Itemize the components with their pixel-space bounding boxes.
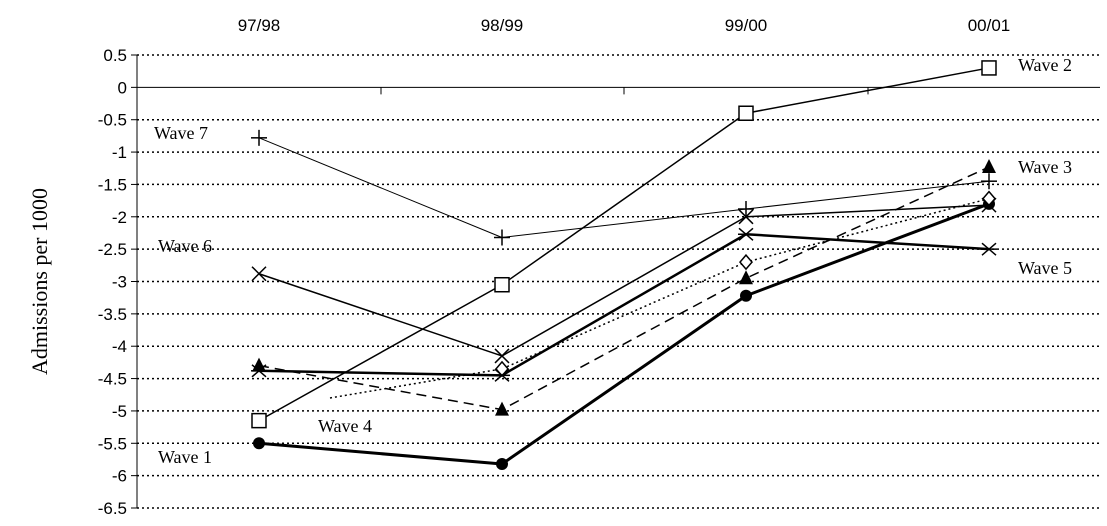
marker-wave-3 <box>252 357 266 372</box>
marker-wave-7 <box>494 229 510 246</box>
marker-wave-3 <box>495 401 509 416</box>
x-tick-label: 00/01 <box>968 16 1011 35</box>
series-lines <box>258 67 990 466</box>
marker-wave-7 <box>251 129 267 146</box>
annotation-wave-1: Wave 1 <box>158 447 212 467</box>
y-tick-label: 0.5 <box>103 46 127 65</box>
marker-wave-7 <box>981 173 997 190</box>
axes <box>131 54 1100 509</box>
y-axis-label: Admissions per 1000 <box>27 188 52 375</box>
annotation-wave-2: Wave 2 <box>1018 55 1072 75</box>
x-tick-label: 99/00 <box>725 16 768 35</box>
y-tick-label: -6 <box>112 467 127 486</box>
series-line-wave-1 <box>258 202 990 466</box>
y-tick-label: -0.5 <box>98 111 127 130</box>
y-tick-labels: 0.5 0 -0.5 -1 -1.5 -2 -2.5 -3 -3.5 -4 -4.5 -5 -5.5 -6… <box>98 46 127 518</box>
series-line-wave-5 <box>258 233 990 377</box>
marker-wave-1 <box>740 289 752 302</box>
series-markers <box>251 60 997 470</box>
y-tick-label: -5.5 <box>98 434 127 453</box>
series-line-wave-7 <box>258 137 990 238</box>
series-line-wave-4 <box>329 197 990 399</box>
marker-wave-1 <box>253 437 265 450</box>
x-tick-label: 98/99 <box>481 16 524 35</box>
x-tick-label: 97/98 <box>238 16 281 35</box>
annotation-wave-7: Wave 7 <box>154 123 208 143</box>
y-tick-label: 0 <box>118 78 127 97</box>
y-tick-label: -3 <box>112 273 127 292</box>
marker-wave-4 <box>739 253 753 271</box>
annotation-wave-3: Wave 3 <box>1018 157 1072 177</box>
grid-lines <box>137 54 1100 509</box>
marker-wave-5 <box>494 368 510 382</box>
annotation-wave-4: Wave 4 <box>318 416 372 436</box>
series-line-wave-6 <box>258 204 990 357</box>
marker-wave-5 <box>738 227 754 241</box>
marker-wave-2 <box>981 60 997 76</box>
marker-wave-2 <box>251 412 267 429</box>
marker-wave-2 <box>494 276 510 293</box>
marker-wave-6 <box>981 197 997 213</box>
annotations: Wave 1 Wave 2 Wave 3 Wave 4 Wave 5 Wave 6 Wave… <box>154 55 1072 467</box>
annotation-wave-6: Wave 6 <box>158 236 212 256</box>
annotation-wave-5: Wave 5 <box>1018 258 1072 278</box>
marker-wave-5 <box>981 242 997 256</box>
marker-wave-6 <box>251 266 267 282</box>
marker-wave-5 <box>251 364 267 378</box>
marker-wave-7 <box>738 201 754 218</box>
series-line-wave-2 <box>258 67 990 422</box>
series-line-wave-3 <box>258 166 990 411</box>
marker-wave-2 <box>738 105 754 121</box>
y-tick-label: -4 <box>112 337 127 356</box>
y-tick-label: -4.5 <box>98 370 127 389</box>
marker-wave-3 <box>739 270 753 285</box>
y-tick-label: -2.5 <box>98 240 127 259</box>
y-tick-label: -5 <box>112 402 127 421</box>
y-tick-label: -1.5 <box>98 175 127 194</box>
y-tick-label: -6.5 <box>98 499 127 518</box>
y-tick-label: -2 <box>112 208 127 227</box>
marker-wave-1 <box>496 457 508 470</box>
marker-wave-3 <box>982 158 996 173</box>
marker-wave-6 <box>494 348 510 364</box>
y-tick-label: -1 <box>112 143 127 162</box>
y-tick-label: -3.5 <box>98 305 127 324</box>
x-tick-labels: 97/98 98/99 99/00 00/01 <box>238 16 1011 35</box>
